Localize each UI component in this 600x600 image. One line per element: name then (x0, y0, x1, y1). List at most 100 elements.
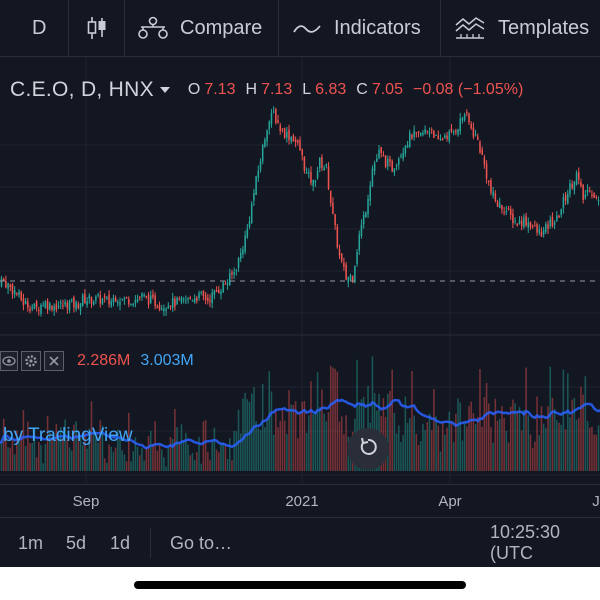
candle-body (527, 222, 530, 228)
candle-body (248, 221, 251, 227)
volume-bar (426, 422, 429, 471)
templates-button[interactable]: Templates (454, 0, 589, 56)
interval-label: D (32, 16, 47, 39)
candle-body (408, 132, 411, 148)
candle-body (132, 303, 134, 305)
symbol-dropdown-icon[interactable] (159, 87, 170, 93)
volume-bar (288, 390, 290, 471)
range-button-5d[interactable]: 5d (66, 532, 87, 553)
close-icon[interactable] (44, 351, 64, 371)
candle-body (257, 170, 260, 178)
volume-bar (200, 463, 202, 471)
volume-bar (327, 412, 330, 471)
volume-bar (569, 417, 571, 471)
candle-body (158, 305, 161, 310)
volume-bar (81, 445, 84, 471)
candle-body (466, 111, 468, 114)
candle-body (444, 135, 446, 138)
volume-bar (435, 416, 437, 471)
compare-label: Compare (180, 16, 263, 39)
templates-label: Templates (498, 16, 590, 39)
candle-body (448, 131, 451, 142)
volume-bar (441, 422, 444, 471)
candle-body (272, 111, 275, 113)
volume-bar (235, 431, 238, 471)
candle-body (7, 283, 9, 289)
candle-body (538, 229, 541, 233)
candle-body (266, 130, 268, 142)
candle-body (123, 298, 126, 300)
price-chart[interactable] (0, 57, 600, 517)
candle-body (112, 297, 115, 303)
volume-bar (169, 436, 172, 471)
volume-legend: 2.286M 3.003M (0, 350, 194, 372)
close-value: 7.05 (371, 81, 403, 98)
volume-bar (303, 400, 306, 471)
chart-area[interactable] (0, 57, 600, 517)
candle-body (433, 130, 435, 138)
symbol-title[interactable]: C.E.O, D, HNX (10, 78, 154, 101)
volume-bar (84, 432, 86, 471)
candle-body (389, 158, 391, 162)
indicators-button[interactable]: Indicators (292, 0, 421, 56)
clock[interactable]: 10:25:30 (UTC (490, 522, 561, 563)
candle-body (97, 294, 99, 296)
reset-chart-button[interactable] (347, 428, 389, 470)
candle-body (406, 144, 409, 148)
chart-type-button[interactable] (86, 0, 108, 56)
settings-icon[interactable] (21, 351, 41, 371)
time-axis[interactable]: Sep 2021 Apr J (0, 484, 600, 517)
volume-bar (389, 390, 391, 471)
candle-body (586, 189, 589, 193)
candle-body (187, 297, 189, 300)
volume-bar (51, 438, 53, 471)
range-button-1d[interactable]: 1d (110, 532, 131, 553)
range-button-1m[interactable]: 1m (18, 532, 44, 553)
interval-button[interactable]: D (32, 0, 46, 56)
volume-bar (571, 399, 573, 471)
candle-body (378, 149, 380, 159)
candle-body (358, 234, 361, 251)
volume-bar (395, 433, 398, 471)
volume-bar (31, 443, 33, 471)
volume-bar (255, 421, 257, 471)
candle-body (68, 300, 71, 311)
volume-bar (371, 356, 374, 471)
volume-bar (5, 429, 7, 471)
candle-body (90, 297, 93, 304)
candle-body (38, 309, 40, 312)
volume-bar (213, 427, 216, 471)
candle-body (66, 302, 69, 309)
candle-body (477, 136, 479, 140)
candle-body (279, 125, 282, 132)
candle-body (167, 305, 170, 309)
volume-bar (297, 438, 299, 471)
candle-body (503, 212, 505, 214)
candle-body (228, 273, 231, 286)
candle-body (567, 193, 569, 204)
candle-body (343, 262, 345, 267)
volume-bar (101, 425, 104, 471)
goto-button[interactable]: Go to… (170, 532, 233, 553)
volume-bar (233, 430, 235, 471)
volume-bar (90, 401, 93, 471)
volume-bar (588, 427, 591, 471)
tradingview-watermark: by TradingView (3, 425, 133, 446)
candle-body (202, 291, 205, 297)
visibility-icon[interactable] (0, 351, 18, 371)
volume-bar (505, 430, 508, 471)
open-label: O (187, 81, 201, 98)
legend: C.E.O, D, HNX O 7.13 H 7.13 L 6.83 C 7.0… (0, 76, 600, 104)
candle-body (549, 219, 551, 227)
toolbar-divider (278, 0, 279, 56)
volume-bar (27, 421, 29, 471)
volume-bar (452, 442, 455, 471)
home-indicator[interactable] (134, 581, 466, 589)
candle-body (540, 231, 543, 237)
volume-bar (145, 447, 148, 471)
volume-bar (244, 392, 246, 471)
volume-bar (542, 423, 545, 471)
volume-bar (13, 454, 16, 471)
candle-body (125, 296, 128, 298)
compare-button[interactable]: Compare (136, 0, 262, 56)
